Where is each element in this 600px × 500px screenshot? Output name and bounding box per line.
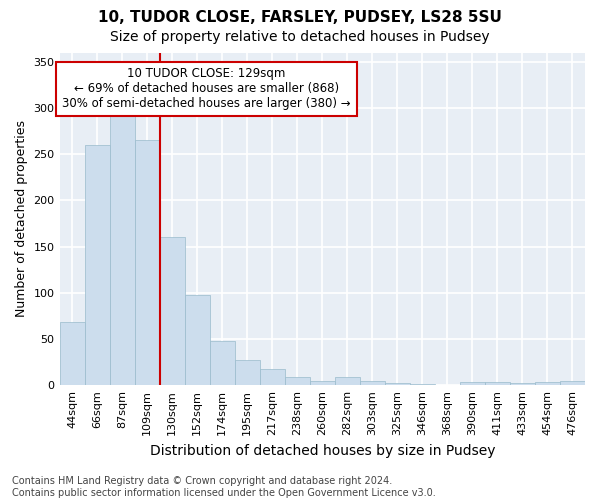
Bar xyxy=(560,382,585,385)
Bar xyxy=(110,114,134,385)
Bar xyxy=(285,377,310,385)
Bar xyxy=(335,377,360,385)
Text: 10 TUDOR CLOSE: 129sqm
← 69% of detached houses are smaller (868)
30% of semi-de: 10 TUDOR CLOSE: 129sqm ← 69% of detached… xyxy=(62,68,351,110)
Bar xyxy=(510,384,535,385)
Bar xyxy=(535,382,560,385)
Bar xyxy=(360,380,385,385)
Bar xyxy=(410,384,435,385)
Text: 10, TUDOR CLOSE, FARSLEY, PUDSEY, LS28 5SU: 10, TUDOR CLOSE, FARSLEY, PUDSEY, LS28 5… xyxy=(98,10,502,25)
Bar xyxy=(235,360,260,385)
Bar xyxy=(85,145,110,385)
Bar xyxy=(385,384,410,385)
Y-axis label: Number of detached properties: Number of detached properties xyxy=(15,120,28,318)
Bar xyxy=(310,380,335,385)
X-axis label: Distribution of detached houses by size in Pudsey: Distribution of detached houses by size … xyxy=(149,444,495,458)
Bar xyxy=(209,341,235,385)
Bar xyxy=(134,140,160,385)
Bar xyxy=(485,382,510,385)
Bar xyxy=(59,322,85,385)
Text: Contains HM Land Registry data © Crown copyright and database right 2024.
Contai: Contains HM Land Registry data © Crown c… xyxy=(12,476,436,498)
Text: Size of property relative to detached houses in Pudsey: Size of property relative to detached ho… xyxy=(110,30,490,44)
Bar xyxy=(185,294,209,385)
Bar xyxy=(160,238,185,385)
Bar xyxy=(260,370,285,385)
Bar xyxy=(460,382,485,385)
